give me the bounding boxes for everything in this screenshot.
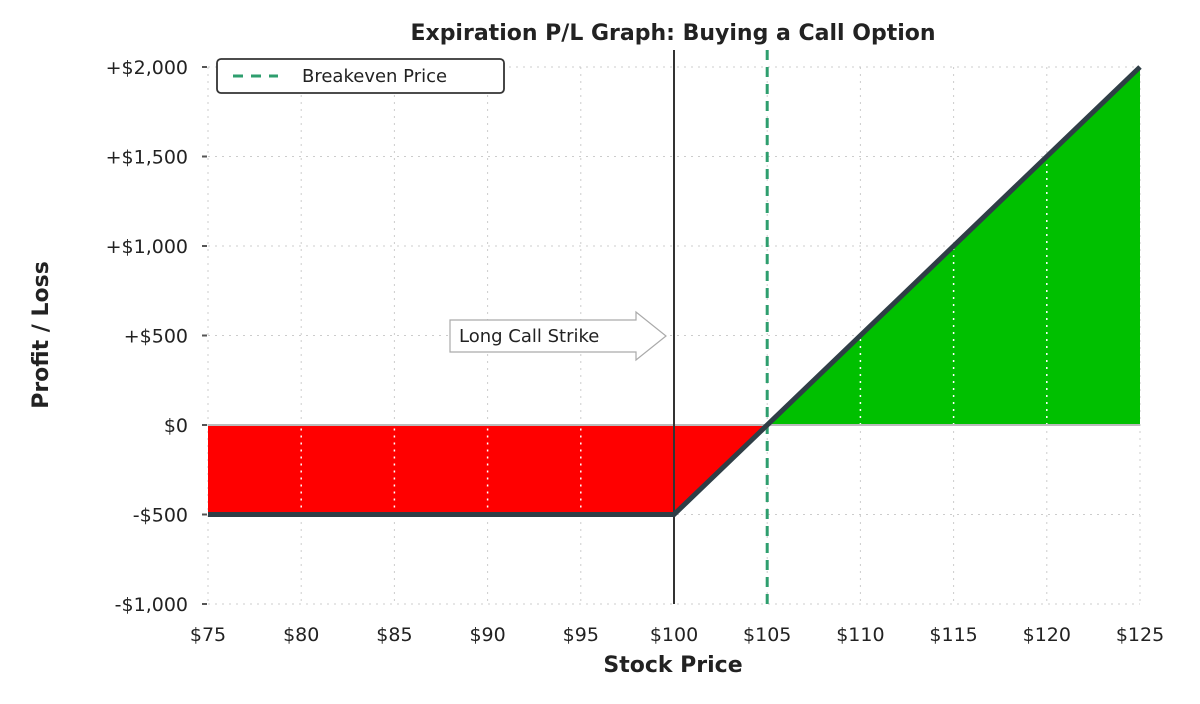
y-tick-label: +$2,000 <box>106 57 188 79</box>
x-tick-label: $120 <box>1023 624 1071 646</box>
legend-breakeven-label: Breakeven Price <box>302 66 447 87</box>
y-tick-label: +$500 <box>124 326 188 348</box>
y-tick-label: +$1,000 <box>106 236 188 258</box>
x-tick-label: $125 <box>1116 624 1164 646</box>
x-tick-label: $105 <box>743 624 791 646</box>
legend: Breakeven Price <box>216 58 505 94</box>
y-tick-label: +$1,500 <box>106 147 188 169</box>
y-axis-label: Profit / Loss <box>29 261 54 409</box>
x-tick-label: $75 <box>190 624 226 646</box>
y-tick-label: $0 <box>164 415 188 437</box>
strike-annotation: Long Call Strike <box>449 310 667 362</box>
x-tick-label: $90 <box>469 624 505 646</box>
x-tick-label: $100 <box>650 624 698 646</box>
y-tick-label: -$500 <box>133 505 188 527</box>
y-axis: +$2,000 +$1,500 +$1,000 +$500 $0 -$500 -$1,000 <box>106 57 207 616</box>
y-tick-label: -$1,000 <box>115 594 188 616</box>
x-tick-label: $110 <box>836 624 884 646</box>
chart-title: Expiration P/L Graph: Buying a Call Opti… <box>410 21 935 46</box>
loss-area <box>208 425 768 515</box>
annotation-text: Long Call Strike <box>459 326 599 347</box>
x-tick-label: $115 <box>929 624 977 646</box>
x-axis-label: Stock Price <box>603 653 742 678</box>
legend-box <box>216 58 505 94</box>
x-tick-label: $80 <box>283 624 319 646</box>
pl-line <box>208 65 1142 517</box>
x-tick-label: $95 <box>563 624 599 646</box>
x-tick-label: $85 <box>376 624 412 646</box>
lines <box>208 50 1142 604</box>
annotation-arrow-shape <box>449 310 667 362</box>
x-axis: $75 $80 $85 $90 $95 $100 $105 $110 $115 $120 $125 <box>190 624 1164 646</box>
